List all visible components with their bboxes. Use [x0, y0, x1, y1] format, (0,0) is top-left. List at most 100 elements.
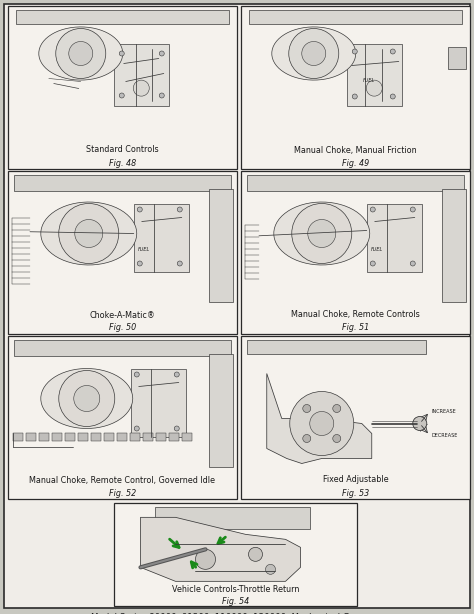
- Bar: [8, 171, 237, 334]
- Bar: [241, 336, 470, 499]
- Circle shape: [303, 435, 311, 443]
- Bar: [78, 433, 88, 441]
- Circle shape: [370, 261, 375, 266]
- Polygon shape: [41, 202, 137, 265]
- Text: Vehicle Controls-Throttle Return: Vehicle Controls-Throttle Return: [172, 586, 299, 594]
- Bar: [131, 368, 186, 437]
- Polygon shape: [39, 27, 123, 80]
- Text: Choke-A-Matic®: Choke-A-Matic®: [90, 311, 155, 319]
- Bar: [241, 6, 470, 169]
- Circle shape: [352, 94, 357, 99]
- Bar: [8, 6, 237, 169]
- Bar: [16, 10, 229, 24]
- Circle shape: [290, 392, 354, 456]
- Circle shape: [292, 203, 352, 263]
- Circle shape: [59, 370, 115, 427]
- Circle shape: [174, 426, 179, 431]
- Circle shape: [195, 550, 216, 569]
- Circle shape: [310, 411, 334, 435]
- Circle shape: [410, 207, 415, 212]
- Bar: [182, 433, 192, 441]
- Bar: [130, 433, 140, 441]
- Circle shape: [159, 93, 164, 98]
- Circle shape: [308, 219, 336, 247]
- Bar: [8, 336, 237, 499]
- Circle shape: [390, 49, 395, 54]
- Bar: [104, 433, 114, 441]
- Circle shape: [133, 80, 149, 96]
- Circle shape: [56, 28, 106, 79]
- Circle shape: [137, 207, 142, 212]
- Text: Fig. 51: Fig. 51: [342, 324, 369, 333]
- Circle shape: [134, 426, 139, 431]
- Bar: [249, 10, 462, 24]
- Circle shape: [390, 94, 395, 99]
- Circle shape: [352, 49, 357, 54]
- Circle shape: [302, 42, 326, 66]
- Text: Manual Choke, Remote Controls: Manual Choke, Remote Controls: [291, 311, 420, 319]
- Bar: [347, 44, 402, 106]
- Text: DECREASE: DECREASE: [432, 433, 458, 438]
- Bar: [209, 354, 233, 467]
- Bar: [14, 175, 231, 191]
- Circle shape: [366, 80, 382, 96]
- Bar: [169, 433, 179, 441]
- Text: FUEL: FUEL: [137, 247, 150, 252]
- Circle shape: [177, 261, 182, 266]
- Text: Fig. 48: Fig. 48: [109, 158, 136, 168]
- Circle shape: [303, 405, 311, 413]
- Circle shape: [75, 219, 103, 247]
- Bar: [442, 189, 466, 302]
- Bar: [241, 171, 470, 334]
- Bar: [209, 189, 233, 302]
- Circle shape: [289, 28, 339, 79]
- Bar: [117, 433, 127, 441]
- Circle shape: [333, 405, 341, 413]
- Circle shape: [74, 386, 100, 411]
- Bar: [14, 340, 231, 356]
- Bar: [247, 340, 426, 354]
- Text: Fig. 53: Fig. 53: [342, 489, 369, 497]
- Text: Fig. 54: Fig. 54: [222, 596, 249, 605]
- Text: Fixed Adjustable: Fixed Adjustable: [323, 475, 388, 484]
- Circle shape: [119, 51, 124, 56]
- Circle shape: [333, 435, 341, 443]
- Bar: [448, 47, 466, 69]
- Bar: [134, 203, 189, 271]
- Polygon shape: [267, 373, 372, 464]
- Circle shape: [410, 261, 415, 266]
- Circle shape: [413, 416, 427, 430]
- Polygon shape: [41, 368, 133, 429]
- Circle shape: [159, 51, 164, 56]
- Circle shape: [119, 93, 124, 98]
- Circle shape: [265, 564, 275, 574]
- Circle shape: [370, 207, 375, 212]
- Bar: [367, 203, 422, 271]
- Bar: [26, 433, 36, 441]
- Circle shape: [174, 372, 179, 377]
- Bar: [65, 433, 75, 441]
- Bar: [247, 175, 464, 191]
- Polygon shape: [140, 518, 301, 581]
- Bar: [114, 503, 357, 606]
- Text: Fig. 50: Fig. 50: [109, 324, 136, 333]
- Text: Manual Choke, Manual Friction: Manual Choke, Manual Friction: [294, 146, 417, 155]
- Circle shape: [177, 207, 182, 212]
- Bar: [155, 507, 310, 529]
- Text: Fig. 52: Fig. 52: [109, 489, 136, 497]
- Polygon shape: [272, 27, 356, 80]
- Polygon shape: [274, 202, 370, 265]
- Text: Fig. 49: Fig. 49: [342, 158, 369, 168]
- Circle shape: [59, 203, 119, 263]
- Bar: [39, 433, 49, 441]
- Circle shape: [134, 372, 139, 377]
- Text: FUEL: FUEL: [363, 78, 375, 84]
- Text: Standard Controls: Standard Controls: [86, 146, 159, 155]
- Bar: [13, 433, 23, 441]
- Text: Manual Choke, Remote Control, Governed Idle: Manual Choke, Remote Control, Governed I…: [29, 475, 216, 484]
- Bar: [114, 44, 169, 106]
- Bar: [143, 433, 153, 441]
- Bar: [156, 433, 166, 441]
- Text: FUEL: FUEL: [371, 247, 383, 252]
- Circle shape: [137, 261, 142, 266]
